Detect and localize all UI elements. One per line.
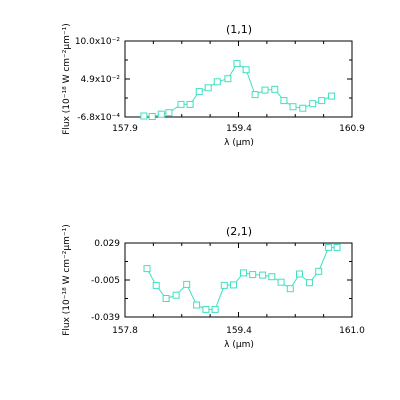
plot-1-data-point — [140, 112, 148, 120]
plot-2-data-point — [268, 273, 276, 281]
plot-2-data-point — [296, 270, 303, 278]
plot-2-xtick-mid: 159.4 — [226, 326, 252, 336]
plot-2-data-point — [202, 305, 210, 313]
plot-1-data-point — [299, 104, 307, 112]
plot-1-data-point — [280, 97, 288, 105]
plot-1-data-point — [204, 84, 212, 92]
plot-2-data-point — [143, 265, 151, 273]
plot-1-data-point — [318, 97, 326, 105]
plot-1-data-point — [289, 103, 297, 111]
plot-2-data-point — [277, 278, 285, 286]
plot-2-ytick-bottom: -0.039 — [91, 313, 120, 323]
plot-2-ytick-top: 0.029 — [94, 239, 120, 249]
plot-2-data-point — [325, 243, 333, 251]
plot-2-data-point — [193, 301, 201, 309]
plot-1-data-point — [195, 88, 203, 96]
plot-1-ytick-bottom: -6.8x10⁻⁴ — [77, 113, 120, 123]
plot-2-xtick-right: 161.0 — [339, 326, 365, 336]
plot-2-data-point — [259, 271, 267, 279]
plot-2-data-point — [305, 279, 313, 287]
plot-1-data-point — [242, 66, 250, 74]
plot-2-marks — [143, 243, 341, 313]
plot-1-data-point — [328, 92, 336, 100]
plot-1-data-point — [271, 85, 279, 93]
plot-2-data-point — [286, 285, 294, 293]
plot-2-data-point — [162, 295, 170, 302]
plot-1-axis-ticks — [124, 40, 353, 118]
plot-1-frame — [124, 40, 353, 118]
plot-2-data-point — [240, 269, 247, 277]
plot-2-data-point — [315, 267, 323, 275]
plot-2-data-point — [230, 281, 237, 289]
plot-1-data-point — [213, 78, 221, 86]
plot-1-ylabel: Flux (10⁻¹⁸ W cm⁻²μm⁻¹) — [62, 23, 72, 135]
plot-1-xtick-left: 157.9 — [112, 124, 138, 134]
plot-1-xtick-right: 160.9 — [339, 124, 365, 134]
plot-1-data-point — [177, 100, 185, 108]
plot-2-series-line — [146, 246, 338, 310]
plot-1-ytick-top: 10.0x10⁻² — [75, 37, 121, 47]
plot-2-xlabel: λ (μm) — [224, 340, 254, 350]
plot-2-axis-ticks — [124, 242, 353, 318]
plot-2-xtick-left: 157.8 — [112, 326, 138, 336]
plot-1: (1,1) 10.0x10⁻² 4.9x10⁻² -6.8x10⁻⁴ 157.9… — [62, 23, 365, 148]
plot-2-data-point — [220, 281, 228, 289]
plot-1-data-point — [261, 86, 269, 94]
plot-2-frame — [124, 242, 353, 318]
plot-1-ytick-mid: 4.9x10⁻² — [81, 75, 121, 85]
plot-2-ytick-mid: -0.005 — [91, 276, 120, 286]
plot-2-title: (2,1) — [226, 225, 252, 238]
plot-1-marks — [140, 60, 336, 120]
plot-1-data-point — [233, 60, 241, 68]
plot-1-data-point — [165, 109, 173, 117]
plot-1-data-point — [224, 75, 232, 83]
plot-1-data-point — [251, 91, 259, 99]
plot-1-data-point — [186, 100, 194, 108]
plot-1-data-point — [309, 100, 317, 108]
plot-1-data-point — [157, 110, 165, 118]
plot-1-title: (1,1) — [226, 23, 252, 36]
plot-2-data-point — [211, 305, 219, 313]
plot-2-data-point — [172, 291, 180, 299]
plot-1-data-point — [148, 113, 156, 120]
plot-2-data-point — [183, 280, 191, 288]
plot-2: (2,1) 0.029 -0.005 -0.039 157.8 159.4 16… — [62, 224, 365, 350]
plot-1-xlabel: λ (μm) — [224, 138, 254, 148]
plot-2-ylabel: Flux (10⁻¹⁸ W cm⁻²μm⁻¹) — [62, 224, 72, 336]
plot-2-data-point — [249, 271, 257, 279]
plot-2-data-point — [152, 281, 160, 289]
plot-2-data-point — [333, 243, 341, 251]
plot-1-xtick-mid: 159.4 — [226, 124, 252, 134]
